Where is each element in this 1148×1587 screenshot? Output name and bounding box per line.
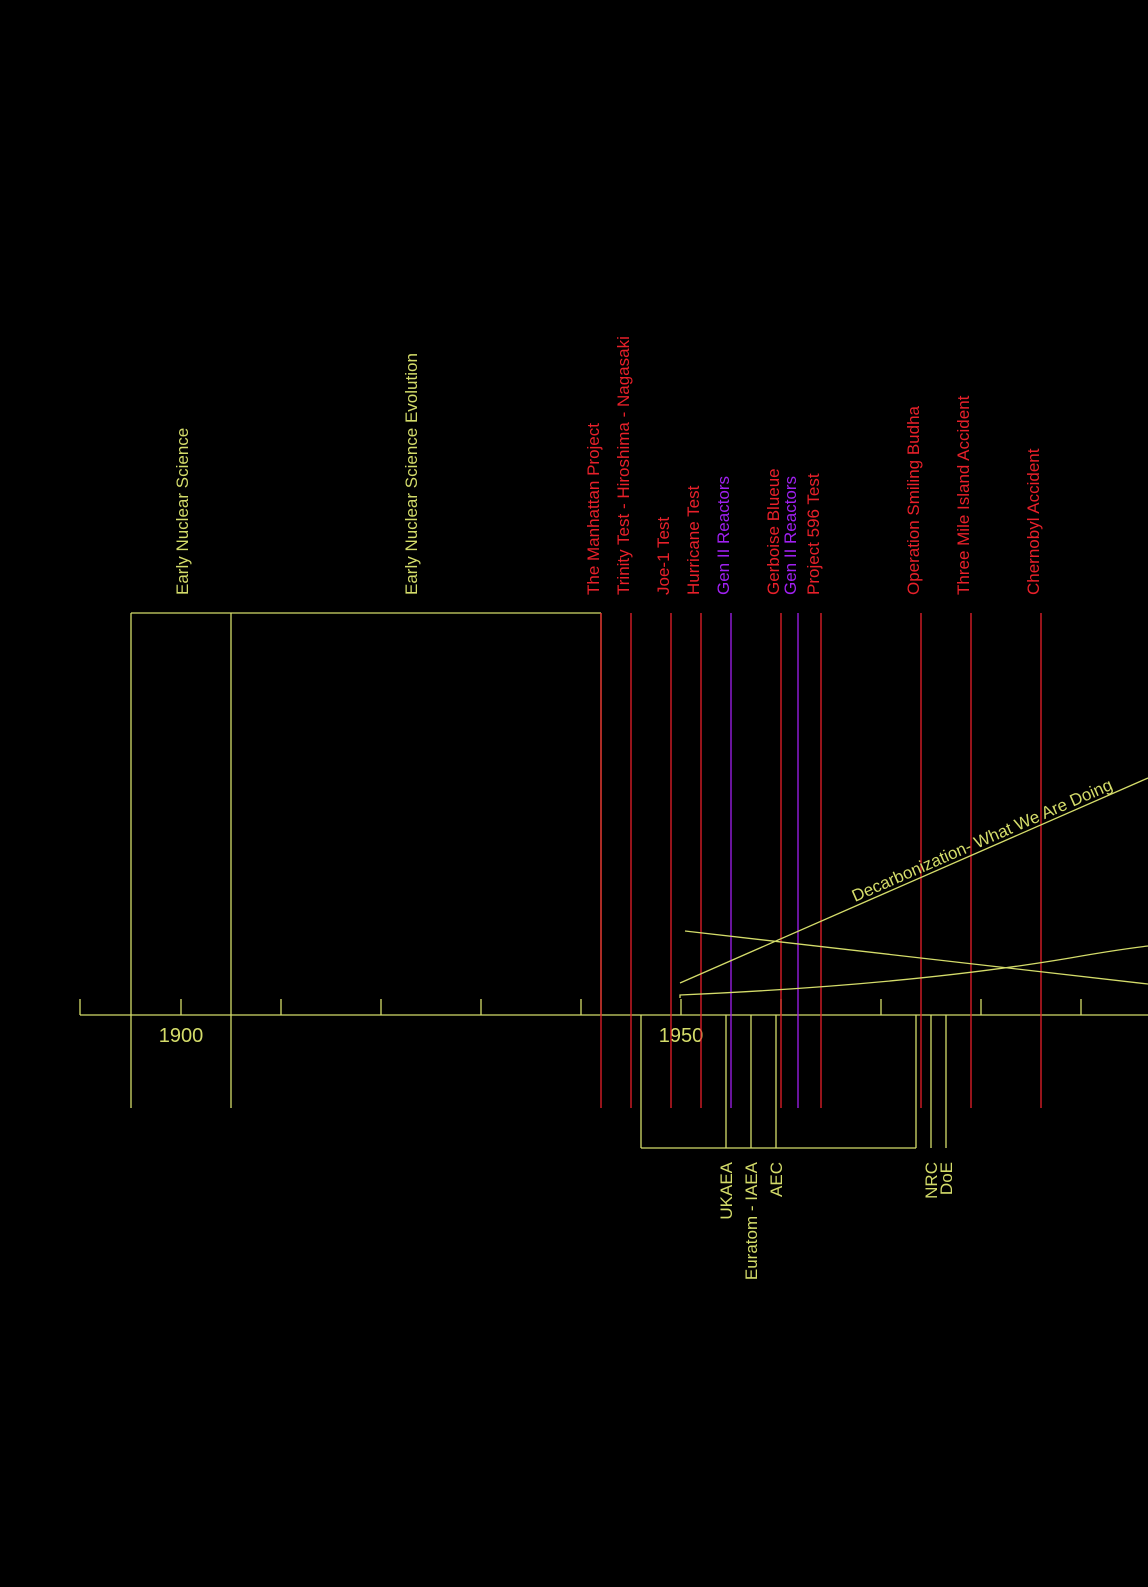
event-markers: The Manhattan Project Trinity Test - Hiro… xyxy=(584,336,1043,1108)
agency-label: Euratom - IAEA xyxy=(742,1161,761,1280)
agency-label: NRC xyxy=(922,1162,941,1199)
event-label: Trinity Test - Hiroshima - Nagasaki xyxy=(614,336,633,595)
agency-label: UKAEA xyxy=(717,1161,736,1219)
event-label: Gen II Reactors xyxy=(781,476,800,595)
event-label: Gen II Reactors xyxy=(714,476,733,595)
agency-label: DoE xyxy=(937,1162,956,1195)
event-label: Project 596 Test xyxy=(804,473,823,595)
period-label: Early Nuclear Science xyxy=(173,428,192,595)
event-label: Joe-1 Test xyxy=(654,517,673,595)
event-label: Operation Smiling Budha xyxy=(904,405,923,595)
event-label: Three Mile Island Accident xyxy=(954,395,973,595)
science-periods: Early Nuclear Science Early Nuclear Scien… xyxy=(130,353,602,1108)
agency-label: AEC xyxy=(767,1162,786,1197)
event-label: Gerboise Blueue xyxy=(764,468,783,595)
time-axis: 1900 1950 xyxy=(79,999,1148,1047)
decline-line xyxy=(684,930,1148,985)
period-label: Early Nuclear Science Evolution xyxy=(402,353,421,595)
decarbonization-line xyxy=(679,777,1148,984)
growth-curve xyxy=(679,945,1148,998)
event-label: Chernobyl Accident xyxy=(1024,448,1043,595)
axis-tick-label: 1950 xyxy=(659,1025,704,1047)
event-label: Hurricane Test xyxy=(684,485,703,595)
event-label: The Manhattan Project xyxy=(584,423,603,595)
axis-tick-label: 1900 xyxy=(159,1025,204,1047)
